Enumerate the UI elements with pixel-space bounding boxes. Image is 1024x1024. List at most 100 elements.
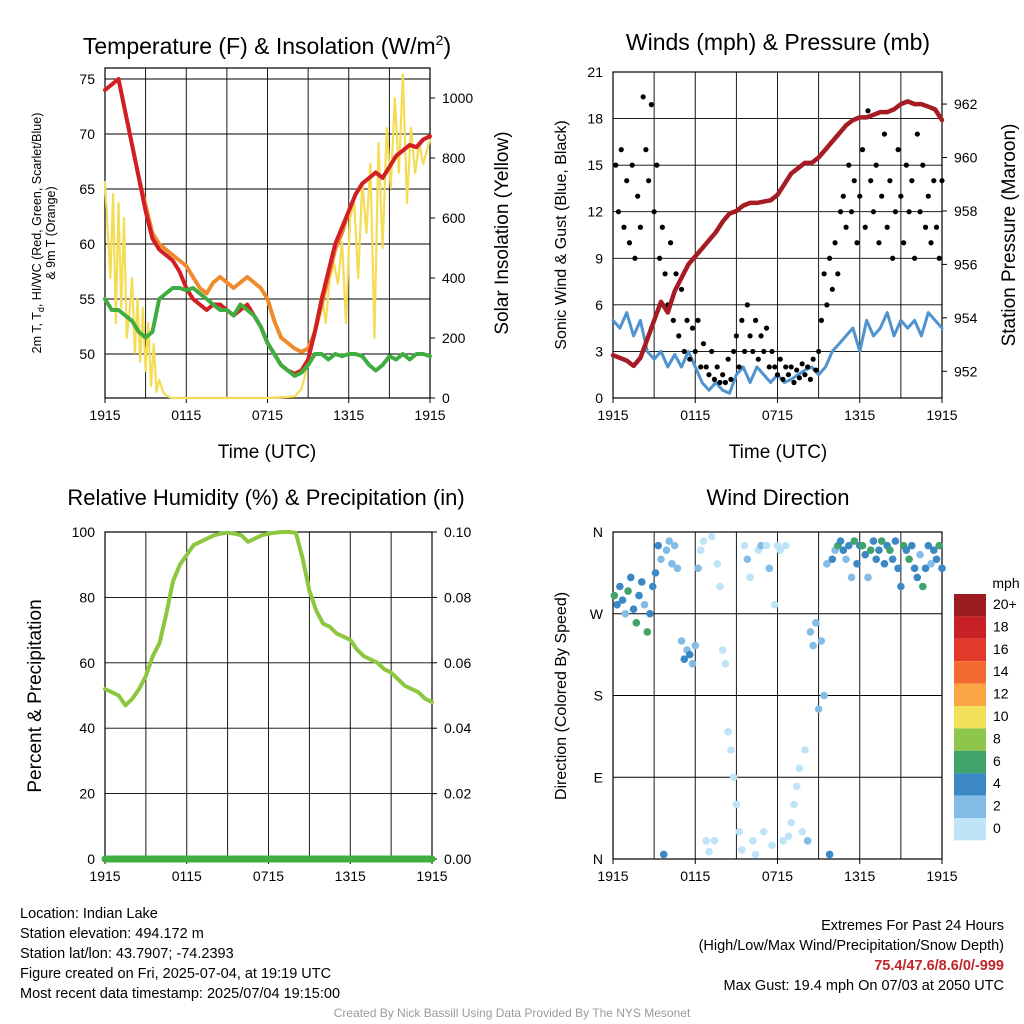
station-elevation: Station elevation: 494.172 m [20,926,204,942]
direction-point [699,537,708,545]
y-tick-label: 6 [595,297,603,313]
gust-point [892,209,898,215]
direction-point [651,569,660,577]
gust-point [843,224,849,230]
y-tick-label: 60 [79,236,95,252]
direction-point [668,559,676,568]
y2-tick-label: 0.04 [444,720,471,736]
legend-label: 20+ [993,596,1017,612]
gust-point [780,376,786,382]
credit-line: Created By Nick Bassill Using Data Provi… [333,1006,691,1020]
direction-point [762,541,771,550]
station-latlon: Station lat/lon: 43.7907; -74.2393 [20,946,234,962]
gust-point [859,147,866,153]
gust-point [654,162,660,168]
y2-tick-label: 954 [954,310,978,326]
recent-timestamp: Most recent data timestamp: 2025/07/04 1… [20,986,341,1002]
gust-point [774,372,781,378]
x-tick-label: 1315 [335,868,366,884]
direction-point [844,541,853,550]
direction-point [866,546,875,554]
gust-point [939,178,945,184]
gust-point [667,240,674,246]
y2-tick-label: 800 [442,150,466,166]
direction-point [738,846,746,854]
x-tick-label: 1915 [597,868,628,884]
gust-point [791,379,797,386]
gust-point [914,131,920,137]
y-tick-label: 65 [79,181,95,197]
gust-point [884,224,890,230]
station-location: Location: Indian Lake [20,906,158,922]
x-tick-label: 1315 [844,868,875,884]
gust-point [772,364,778,370]
y-tick-label: 21 [587,64,603,80]
series-line-pressure [610,99,945,369]
direction-point [627,573,635,582]
gust-point [848,209,855,215]
gust-point [747,333,753,339]
y-axis-label: Percent & Precipitation [25,599,46,792]
gust-point [755,356,761,362]
gust-point [933,224,940,230]
direction-point [905,555,913,564]
direction-point [823,559,831,568]
direction-point [724,728,732,736]
gust-point [637,224,644,230]
gust-point [673,271,679,277]
direction-point [913,573,922,582]
direction-point [842,555,850,564]
y-tick-label: 12 [587,204,603,220]
gust-point [766,364,772,370]
y-tick-label: S [594,688,603,704]
gust-point [881,131,888,137]
legend-label: 10 [993,708,1009,724]
y2-tick-label: 400 [442,270,466,286]
legend-label: 18 [993,618,1009,634]
legend-label: 0 [993,820,1001,836]
y-axis-label: 2m T, Td, HI/WC (Red, Green, Scarlet/Blu… [30,113,46,354]
direction-point [732,800,741,809]
direction-point [850,537,859,545]
direction-point [680,655,689,663]
gust-point [777,356,783,362]
extremes-values: 75.4/47.6/8.6/0/-999 [874,958,1004,974]
gust-point [857,193,863,199]
direction-point [886,546,894,554]
gust-point [903,162,909,168]
legend-swatch [954,818,986,841]
direction-point [908,541,916,550]
direction-point [694,564,702,573]
gust-point [695,317,701,323]
direction-point [877,537,886,545]
direction-point [613,600,621,609]
gust-point [758,333,764,339]
y-tick-label: 75 [79,71,95,87]
y2-tick-label: 0.08 [444,589,471,605]
gust-point [837,209,844,215]
direction-point [746,573,754,582]
direction-point [707,532,716,541]
direction-point [781,541,790,550]
y-tick-label: 18 [587,111,603,127]
gust-point [689,325,696,331]
gust-point [709,348,715,355]
y-tick-label: 15 [587,157,603,173]
gust-point [821,271,827,277]
gust-point [676,333,682,339]
x-tick-label: 1315 [333,407,364,423]
gust-point [621,224,627,230]
gust-point [731,348,737,355]
y2-tick-label: 0 [442,390,450,406]
direction-point [648,582,657,591]
x-tick-label: 0115 [171,407,201,423]
direction-point [705,847,713,856]
direction-point [825,850,834,859]
gust-point [640,94,646,100]
gust-point [870,209,877,215]
gust-point [643,147,649,153]
y2-tick-label: 200 [442,330,466,346]
direction-point [621,609,630,618]
gust-point [632,255,638,261]
